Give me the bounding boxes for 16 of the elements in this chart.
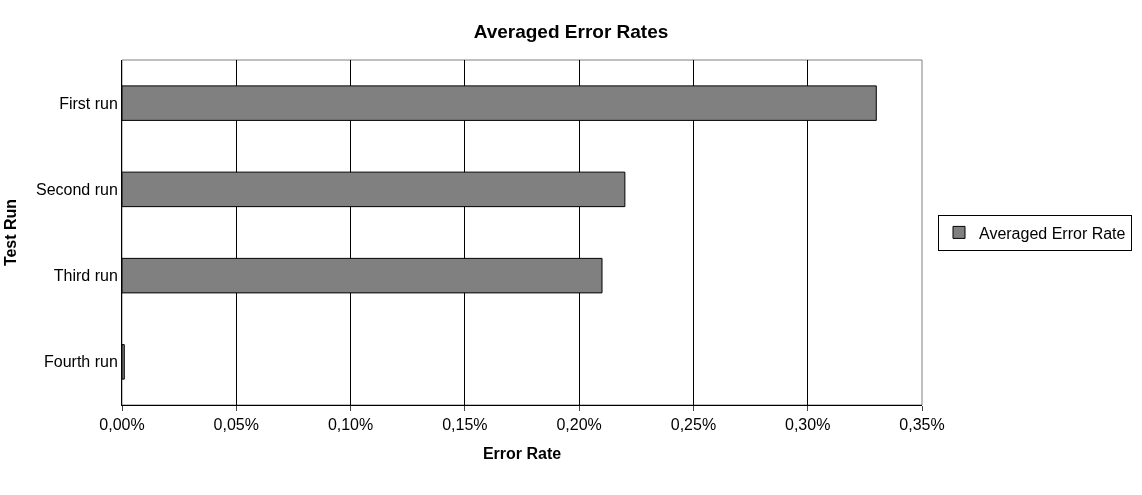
- x-tick-label: 0,20%: [556, 416, 602, 434]
- y-tick-label: First run: [59, 94, 118, 112]
- y-tick-label: Fourth run: [43, 353, 118, 371]
- x-tick-label: 0,10%: [327, 416, 374, 434]
- y-tick-label: Third run: [53, 267, 118, 285]
- x-tick-label: 0,30%: [785, 416, 831, 434]
- x-tick-label: 0,25%: [670, 416, 717, 434]
- x-tick-label: 0,35%: [899, 416, 945, 434]
- y-tick-label: Second run: [35, 180, 118, 198]
- x-tick-label: 0,15%: [442, 416, 488, 434]
- legend-label: Averaged Error Rate: [979, 224, 1126, 242]
- x-axis-title: Error Rate: [482, 444, 562, 462]
- y-axis-title: Test Run: [1, 198, 19, 267]
- x-tick-label: 0,00%: [99, 416, 145, 434]
- x-tick-label: 0,05%: [213, 416, 259, 434]
- chart-title: Averaged Error Rates: [473, 21, 669, 43]
